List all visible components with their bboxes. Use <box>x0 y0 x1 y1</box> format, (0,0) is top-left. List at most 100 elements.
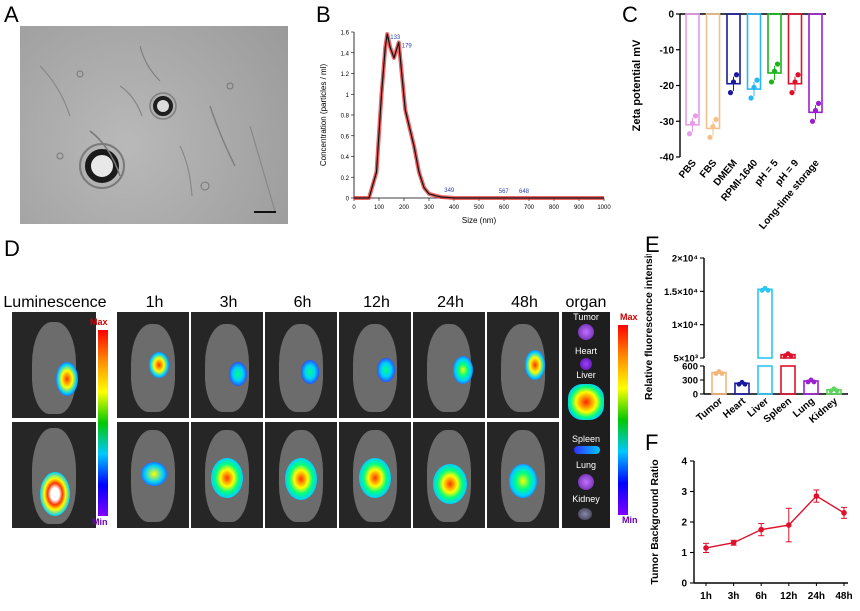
f-y-tick-label: 2 <box>681 518 687 529</box>
tem-particles <box>39 45 276 213</box>
c-point <box>692 113 699 119</box>
organ-spleen <box>574 446 600 454</box>
e-y-tick-label: 2×10⁴ <box>672 254 698 265</box>
f-point <box>841 510 847 516</box>
c-point <box>795 72 801 78</box>
f-y-tick-label: 3 <box>681 487 687 498</box>
f-x-tick-label: 12h <box>780 591 797 602</box>
c-bar <box>685 13 700 126</box>
panel-label-b: B <box>316 2 331 27</box>
organ-label-lung: Lung <box>575 460 597 470</box>
c-point <box>707 134 713 140</box>
photo-ventral-3h <box>191 422 263 528</box>
c-point <box>809 118 816 124</box>
c-point <box>768 79 775 85</box>
b-peak-label: 179 <box>402 43 413 49</box>
f-y-tick-label: 1 <box>681 548 687 559</box>
c-y-axis-label: Zeta potential mV <box>631 39 643 131</box>
b-x-tick-label: 100 <box>374 205 385 211</box>
col-head-6h: 6h <box>293 294 312 311</box>
chart-b-svg: 0 0.2 0.4 0.6 0.8 1 1.2 1.4 1.6 0 100 200 300 400 500 6… <box>319 31 611 226</box>
b-series-band <box>354 32 604 200</box>
photo-dorsal-48h <box>487 312 559 418</box>
luminescence-photo-dorsal <box>12 312 96 418</box>
panel-label-d: D <box>4 236 20 261</box>
organ-label-liver: Liver <box>576 370 596 380</box>
f-point <box>730 539 737 546</box>
c-y-tick-label: -10 <box>660 45 675 56</box>
c-point <box>727 90 734 96</box>
colorbar-organ-min-label: Min <box>622 515 638 525</box>
b-y-tick-label: 0.6 <box>341 134 350 140</box>
f-point <box>758 526 764 533</box>
f-x-tick-label: 3h <box>728 591 740 602</box>
b-y-tick-label: 0.8 <box>341 114 350 120</box>
panel-label-f: F <box>645 430 659 455</box>
c-point <box>713 116 719 123</box>
e-y-tick-label: 300 <box>682 376 698 387</box>
c-bar <box>746 13 762 90</box>
e-point <box>719 371 725 376</box>
b-x-tick-label: 1000 <box>597 205 611 211</box>
photo-dorsal-3h <box>191 312 263 418</box>
f-point <box>703 545 709 551</box>
f-point <box>786 522 792 528</box>
b-y-tick-label: 0.2 <box>341 176 350 182</box>
col-head-organ: organ <box>565 294 607 311</box>
col-head-3h: 3h <box>219 294 238 311</box>
c-point <box>733 72 740 78</box>
colorbar-min-label: Min <box>92 517 108 527</box>
luminescence-photo-ventral <box>12 422 96 528</box>
e-category-label: Heart <box>721 395 748 420</box>
f-series-line <box>705 495 845 549</box>
photo-dorsal-24h <box>413 312 485 418</box>
b-x-tick-label: 200 <box>399 205 410 211</box>
c-point <box>774 61 781 67</box>
photo-dorsal-1h <box>117 312 189 418</box>
b-x-tick-label: 0 <box>352 205 356 211</box>
b-peak-label: 349 <box>444 188 455 194</box>
b-y-axis-label: Concentration (particles / ml) <box>319 64 328 167</box>
e-y-axis-label: Relative fluorescence intensit <box>643 254 655 400</box>
photo-ventral-1h <box>117 422 189 528</box>
b-x-axis-label: Size (nm) <box>462 216 497 225</box>
col-head-12h: 12h <box>363 294 390 311</box>
e-bar-upper <box>757 288 773 359</box>
b-x-tick-label: 700 <box>524 205 535 211</box>
c-bar <box>705 13 721 130</box>
e-point <box>834 388 840 394</box>
e-bar-lower <box>780 365 796 395</box>
b-peak-label: 648 <box>519 189 530 195</box>
col-head-48h: 48h <box>511 294 538 311</box>
b-series-line <box>354 33 604 199</box>
b-x-tick-label: 400 <box>449 205 460 211</box>
b-y-tick-label: 1.6 <box>341 31 350 37</box>
f-y-axis-label: Tumor Background Ratio <box>649 459 661 584</box>
col-head-24h: 24h <box>437 294 464 311</box>
photo-ventral-6h <box>265 422 337 528</box>
e-point <box>788 353 794 359</box>
panel-label-e: E <box>645 232 660 257</box>
b-y-tick-label: 1.2 <box>341 72 350 78</box>
e-point <box>742 381 748 387</box>
b-y-tick-label: 0.4 <box>341 155 350 161</box>
organ-label-tumor: Tumor <box>573 312 599 322</box>
b-y-tick-label: 1.4 <box>341 51 350 57</box>
organ-label-kidney: Kidney <box>572 494 600 504</box>
organ-kidney <box>578 508 592 520</box>
f-x-tick-label: 1h <box>700 591 712 602</box>
e-y-tick-label: 5×10³ <box>673 354 698 365</box>
organ-label-spleen: Spleen <box>571 434 601 444</box>
c-point <box>686 131 693 137</box>
b-peak-label: 133 <box>390 35 401 41</box>
e-y-tick-label: 0 <box>693 390 698 401</box>
photo-ventral-24h <box>413 422 485 528</box>
organ-heart <box>580 358 592 370</box>
b-x-tick-label: 900 <box>574 205 585 211</box>
c-category-label: PBS <box>677 158 699 181</box>
e-y-tick-label: 1×10⁴ <box>672 320 698 331</box>
b-y-tick-label: 1 <box>346 93 350 99</box>
b-x-tick-label: 600 <box>499 205 510 211</box>
b-x-tick-label: 500 <box>474 205 485 211</box>
